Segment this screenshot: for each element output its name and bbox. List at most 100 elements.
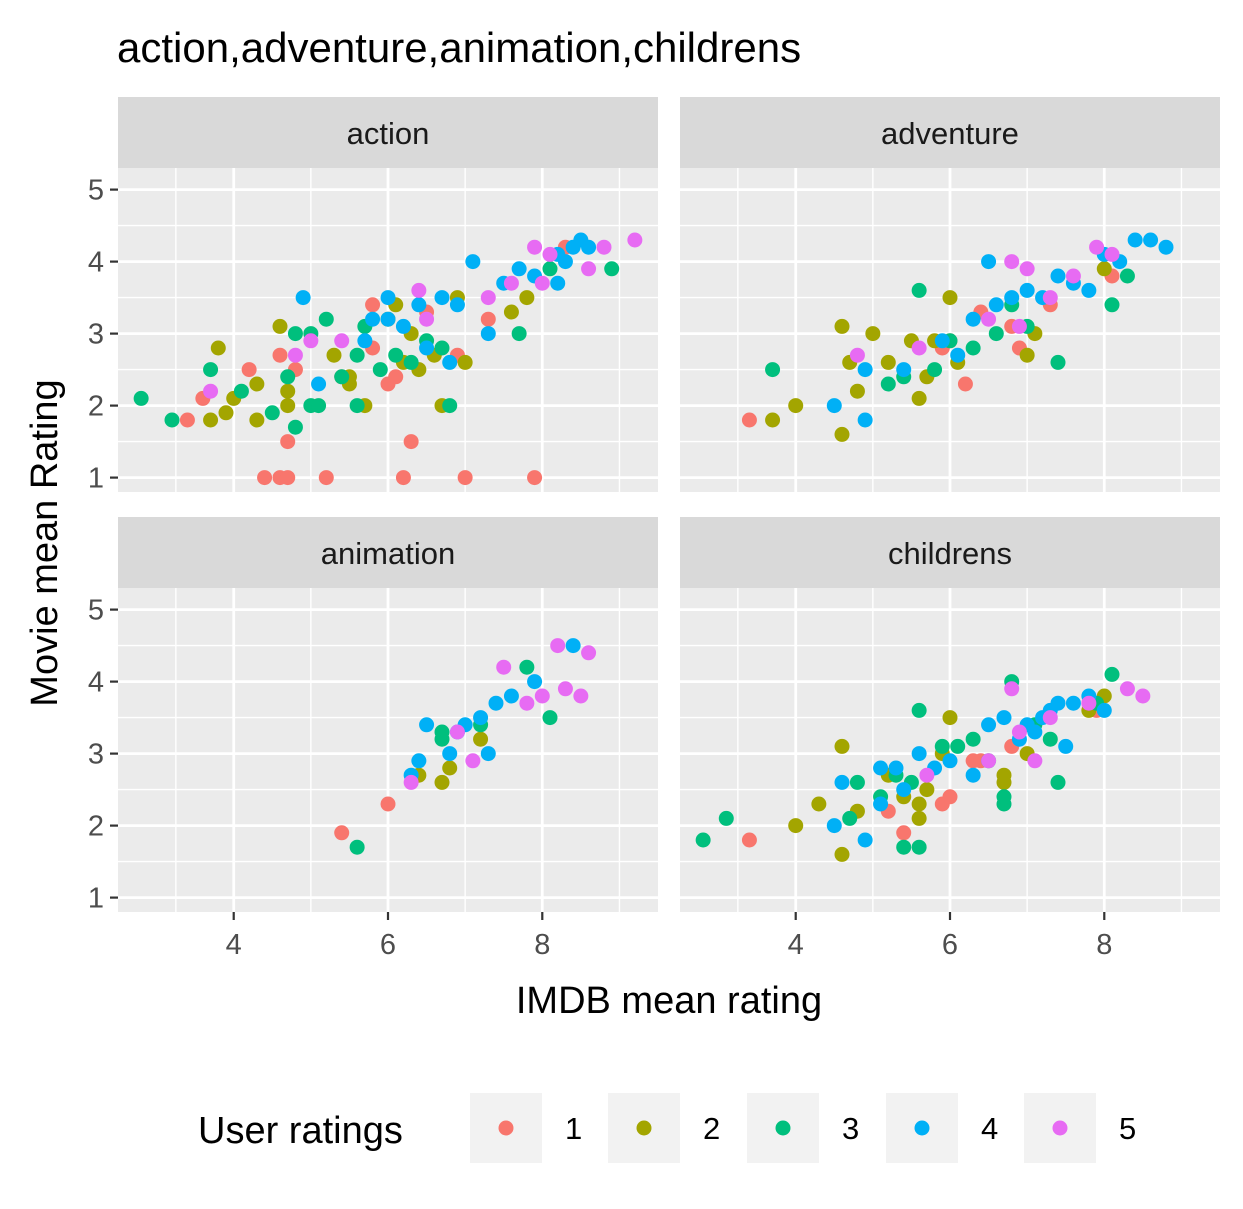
- data-point-rating-5: [1019, 261, 1035, 277]
- data-point-rating-1: [480, 311, 496, 327]
- data-point-rating-1: [896, 825, 912, 841]
- data-point-rating-5: [627, 232, 643, 248]
- data-point-rating-2: [1019, 347, 1035, 363]
- facet-strip-label: adventure: [881, 116, 1019, 151]
- data-point-rating-2: [249, 412, 265, 428]
- data-point-rating-4: [550, 275, 566, 291]
- data-point-rating-4: [996, 710, 1012, 726]
- data-point-rating-3: [349, 839, 365, 855]
- data-point-rating-3: [765, 362, 781, 378]
- data-point-rating-2: [834, 318, 850, 334]
- x-tick-label: 6: [380, 929, 396, 961]
- data-point-rating-2: [280, 398, 296, 414]
- data-point-rating-2: [326, 347, 342, 363]
- data-point-rating-3: [965, 731, 981, 747]
- data-point-rating-4: [942, 753, 958, 769]
- y-tick-label: 3: [88, 319, 104, 351]
- x-tick-label: 4: [788, 929, 804, 961]
- legend-marker: [498, 1120, 514, 1136]
- data-point-rating-5: [550, 638, 566, 654]
- data-point-rating-2: [272, 318, 288, 334]
- data-point-rating-3: [996, 789, 1012, 805]
- data-point-rating-4: [981, 254, 997, 270]
- data-point-rating-3: [911, 282, 927, 298]
- data-point-rating-3: [287, 326, 303, 342]
- y-tick-label: 4: [88, 667, 104, 699]
- data-point-rating-3: [880, 376, 896, 392]
- data-point-rating-5: [534, 275, 550, 291]
- data-point-rating-5: [527, 239, 543, 255]
- data-point-rating-3: [1050, 354, 1066, 370]
- data-point-rating-2: [503, 304, 519, 320]
- data-point-rating-5: [496, 659, 512, 675]
- data-point-rating-4: [511, 261, 527, 277]
- data-point-rating-4: [1143, 232, 1159, 248]
- x-axis-label: IMDB mean rating: [516, 980, 822, 1022]
- data-point-rating-4: [411, 753, 427, 769]
- data-point-rating-5: [519, 695, 535, 711]
- data-point-rating-2: [880, 354, 896, 370]
- data-point-rating-3: [287, 419, 303, 435]
- data-point-rating-4: [1127, 232, 1143, 248]
- data-point-rating-1: [957, 376, 973, 392]
- data-point-rating-4: [357, 333, 373, 349]
- facet-panel-animation: animation 1 2 3 4 5 4 6 8: [88, 517, 658, 961]
- data-point-rating-4: [1081, 282, 1097, 298]
- legend-marker: [636, 1120, 652, 1136]
- data-point-rating-3: [718, 810, 734, 826]
- data-point-rating-3: [911, 702, 927, 718]
- data-point-rating-5: [1004, 681, 1020, 697]
- data-point-rating-5: [581, 261, 597, 277]
- data-point-rating-1: [179, 412, 195, 428]
- legend-title: User ratings: [198, 1110, 403, 1152]
- data-point-rating-3: [1104, 297, 1120, 313]
- data-point-rating-4: [1050, 268, 1066, 284]
- data-point-rating-4: [527, 674, 543, 690]
- legend-label: 3: [842, 1111, 859, 1146]
- data-point-rating-2: [911, 796, 927, 812]
- legend-label: 1: [565, 1111, 582, 1146]
- data-point-rating-4: [1004, 290, 1020, 306]
- data-point-rating-5: [334, 333, 350, 349]
- data-point-rating-5: [573, 688, 589, 704]
- data-point-rating-4: [295, 290, 311, 306]
- data-point-rating-3: [604, 261, 620, 277]
- data-point-rating-2: [942, 290, 958, 306]
- data-point-rating-1: [388, 369, 404, 385]
- data-point-rating-2: [1096, 261, 1112, 277]
- data-point-rating-5: [1081, 695, 1097, 711]
- data-point-rating-2: [811, 796, 827, 812]
- legend-label: 5: [1119, 1111, 1136, 1146]
- x-tick-label: 8: [534, 929, 550, 961]
- data-point-rating-5: [465, 753, 481, 769]
- data-point-rating-3: [965, 340, 981, 356]
- data-point-rating-5: [411, 282, 427, 298]
- data-point-rating-4: [896, 362, 912, 378]
- data-point-rating-4: [311, 376, 327, 392]
- data-point-rating-5: [287, 347, 303, 363]
- data-point-rating-3: [388, 347, 404, 363]
- data-point-rating-5: [1089, 239, 1105, 255]
- data-point-rating-5: [1004, 254, 1020, 270]
- data-point-rating-3: [849, 774, 865, 790]
- data-point-rating-4: [1050, 695, 1066, 711]
- data-point-rating-2: [849, 383, 865, 399]
- data-point-rating-3: [311, 398, 327, 414]
- data-point-rating-1: [741, 412, 757, 428]
- data-point-rating-3: [434, 340, 450, 356]
- legend-marker: [775, 1120, 791, 1136]
- data-point-rating-3: [442, 398, 458, 414]
- data-point-rating-5: [596, 239, 612, 255]
- data-point-rating-2: [765, 412, 781, 428]
- data-point-rating-2: [218, 405, 234, 421]
- data-point-rating-4: [395, 318, 411, 334]
- data-point-rating-5: [303, 333, 319, 349]
- data-point-rating-4: [503, 688, 519, 704]
- data-point-rating-3: [911, 839, 927, 855]
- data-point-rating-5: [1042, 710, 1058, 726]
- data-point-rating-5: [581, 645, 597, 661]
- data-point-rating-4: [826, 818, 842, 834]
- data-point-rating-4: [1065, 695, 1081, 711]
- data-point-rating-4: [981, 717, 997, 733]
